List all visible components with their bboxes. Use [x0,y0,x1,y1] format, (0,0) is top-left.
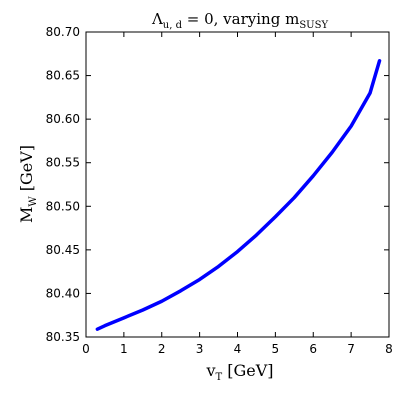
x-tick-label: 4 [234,342,242,356]
y-tick-label: 80.65 [46,69,80,83]
title-lambda: Λ [151,10,163,28]
x-tick-label: 7 [347,342,355,356]
series-line [95,59,382,331]
title-equals: = 0, varying [182,10,285,28]
x-axis-symbol: v [205,361,215,380]
y-tick-label: 80.55 [46,156,80,170]
y-axis-label: MW [GeV] [17,145,39,223]
x-axis-subscript: T [216,372,223,383]
y-tick-label: 80.40 [46,286,80,300]
chart-title: Λu, d = 0, varying mSUSY [151,10,328,31]
x-axis-unit: [GeV] [222,361,273,380]
x-tick-labels: 0 1 2 3 4 5 6 7 8 [82,342,393,356]
y-tick-labels: 80.35 80.40 80.45 80.50 80.55 80.60 80.65 80.70 [46,25,80,344]
x-axis-label: vT [GeV] [205,361,273,383]
x-tick-label: 1 [120,342,128,356]
title-lambda-subscript: u, d [163,20,183,31]
y-tick-label: 80.60 [46,112,80,126]
title-m: m [285,10,299,28]
plot-area [85,31,390,338]
x-tick-label: 6 [309,342,317,356]
series-group [95,59,382,331]
y-axis-symbol: M [17,207,36,223]
title-m-subscript: SUSY [299,20,328,31]
x-tick-label: 8 [385,342,393,356]
x-tick-label: 2 [158,342,166,356]
y-axis-unit: [GeV] [17,145,36,196]
y-axis-subscript: W [28,196,39,207]
x-tick-label: 5 [272,342,280,356]
x-tick-label: 0 [82,342,90,356]
x-tick-label: 3 [196,342,204,356]
y-tick-label: 80.70 [46,25,80,39]
y-tick-label: 80.50 [46,199,80,213]
y-tick-label: 80.35 [46,330,80,344]
y-tick-label: 80.45 [46,243,80,257]
axis-ticks [85,31,390,338]
